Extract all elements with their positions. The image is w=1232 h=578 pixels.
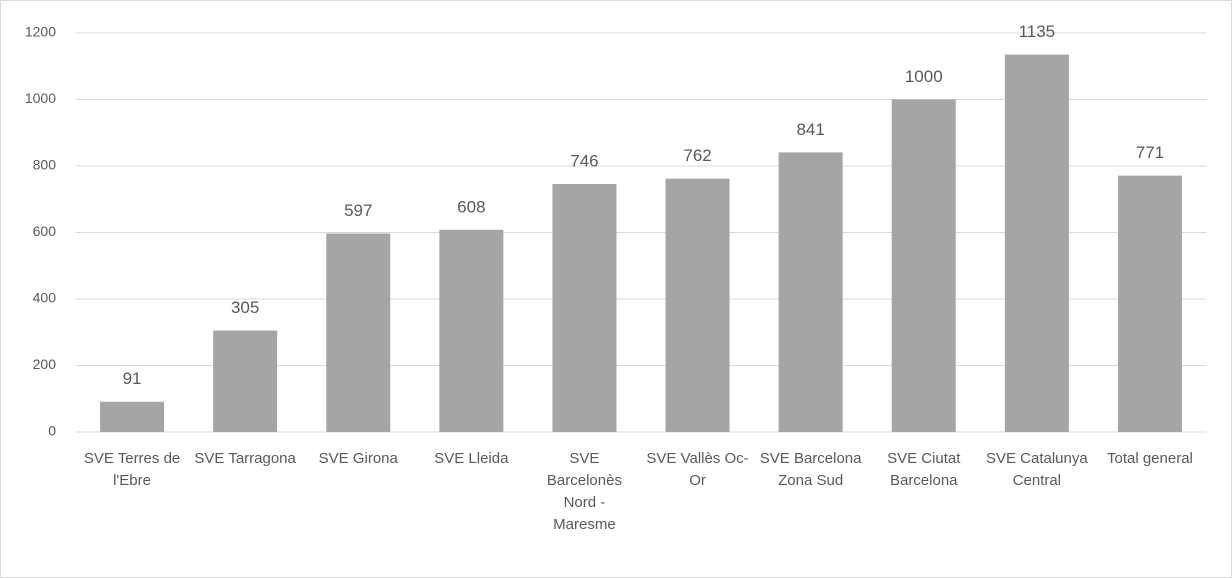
x-tick-label: SVE Terres de l'Ebre — [83, 450, 181, 489]
x-tick-label: Total general — [1106, 450, 1193, 467]
value-label: 771 — [1136, 143, 1164, 162]
y-tick-label: 1000 — [25, 90, 56, 106]
bar — [1004, 54, 1069, 433]
x-tick-label: SVE Catalunya Central — [985, 450, 1088, 489]
value-label: 1000 — [905, 67, 943, 86]
value-label: 91 — [123, 369, 142, 388]
bar — [1117, 175, 1182, 432]
y-tick-label: 200 — [33, 356, 57, 372]
y-tick-label: 400 — [33, 290, 57, 306]
bar — [100, 401, 165, 432]
bar — [665, 178, 730, 432]
y-tick-label: 800 — [33, 157, 57, 173]
value-label: 1135 — [1019, 22, 1056, 41]
y-tick-label: 1200 — [25, 24, 56, 40]
value-label: 305 — [231, 298, 259, 317]
x-tick-label: SVE Lleida — [434, 450, 509, 467]
x-tick-label: SVE Vallès Oc-Or — [646, 450, 749, 489]
value-label: 746 — [570, 151, 598, 170]
bar — [213, 330, 278, 432]
value-label: 841 — [796, 120, 824, 139]
x-tick-label: SVE Barcelonès Nord - Maresme — [546, 450, 622, 533]
bar — [778, 152, 843, 432]
x-tick-label: SVE Girona — [318, 450, 398, 467]
value-label: 762 — [683, 146, 711, 165]
value-label: 608 — [457, 197, 485, 216]
bar — [891, 99, 956, 432]
x-tick-label: SVE Tarragona — [194, 450, 296, 467]
value-label: 597 — [344, 201, 372, 220]
bar — [552, 183, 617, 432]
x-tick-label: SVE Barcelona Zona Sud — [759, 450, 862, 489]
bar — [439, 229, 504, 432]
y-tick-label: 600 — [33, 223, 57, 239]
y-tick-label: 0 — [48, 423, 56, 439]
bar — [326, 233, 391, 432]
x-tick-label: SVE Ciutat Barcelona — [887, 450, 961, 489]
